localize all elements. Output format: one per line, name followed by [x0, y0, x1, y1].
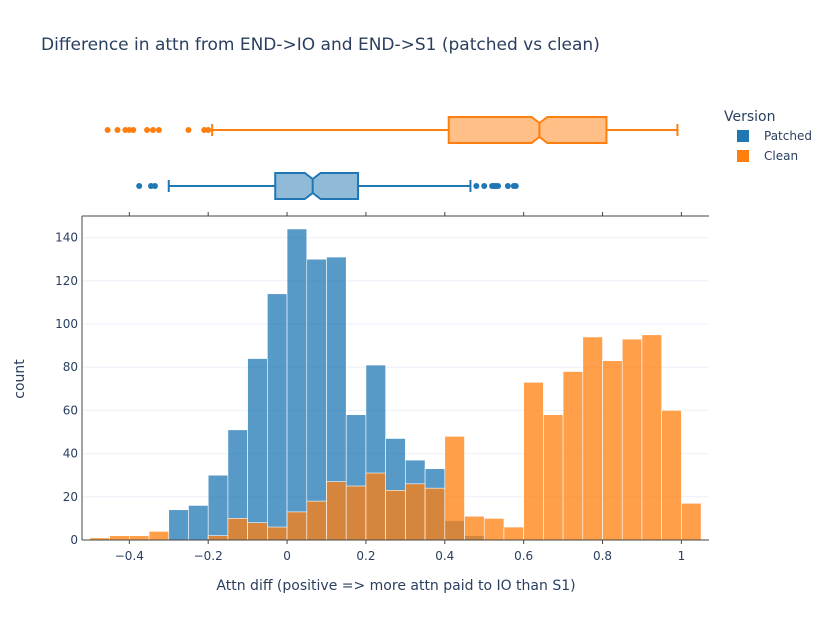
histogram-bar-clean	[227, 518, 248, 541]
outlier-point	[481, 183, 488, 189]
box-clean	[447, 116, 608, 144]
outlier-point	[205, 127, 212, 133]
histogram-bar-clean	[345, 485, 367, 541]
x-tick-label: 0	[283, 549, 291, 563]
outlier-point	[155, 127, 162, 133]
y-tick-label: 20	[63, 490, 78, 504]
box-patched	[274, 172, 360, 200]
histogram-bar-clean	[562, 371, 584, 541]
histogram-bar-patched	[286, 228, 308, 541]
axes: 0 20 40 60 80 100 120 140 −0.4 −0.2 0 0.2 0.4 0.6 0.8 1	[55, 212, 709, 563]
outlier-point	[151, 183, 158, 189]
outlier-point	[136, 183, 143, 189]
y-tick-label: 80	[63, 360, 78, 374]
x-tick-label: −0.4	[115, 549, 144, 563]
y-tick-label: 0	[70, 533, 78, 547]
histogram-bars	[89, 228, 702, 541]
histogram-bar-clean	[641, 334, 662, 541]
y-tick-label: 40	[63, 447, 78, 461]
outlier-point	[185, 127, 192, 133]
histogram-bar-clean	[543, 414, 564, 541]
outlier-point	[114, 127, 121, 133]
histogram-bar-clean	[503, 526, 524, 541]
histogram-bar-clean	[247, 522, 268, 541]
histogram-bar-clean	[109, 535, 130, 541]
legend-swatch	[737, 150, 749, 162]
histogram-bar-clean	[207, 535, 229, 541]
legend-item-patched[interactable]: Patched	[737, 129, 812, 143]
histogram-bar-clean	[267, 526, 288, 541]
outlier-point	[149, 127, 156, 133]
y-tick-label: 140	[55, 231, 78, 245]
legend-label: Clean	[764, 149, 798, 163]
x-tick-label: 0.2	[356, 549, 375, 563]
histogram-bar-patched	[168, 509, 189, 541]
histogram-bar-clean	[621, 338, 643, 541]
legend-title: Version	[724, 109, 775, 125]
histogram-bar-clean	[464, 515, 485, 541]
y-tick-label: 100	[55, 317, 78, 331]
histogram-bar-clean	[148, 531, 170, 541]
histogram-bar-clean	[385, 490, 406, 541]
histogram-bar-patched	[306, 258, 327, 541]
histogram-bar-patched	[247, 358, 268, 541]
histogram-bar-clean	[681, 502, 702, 541]
outlier-point	[495, 183, 502, 189]
legend[interactable]: Version Patched Clean	[724, 109, 812, 163]
histogram-bar-clean	[582, 336, 603, 541]
y-tick-label: 60	[63, 403, 78, 417]
outlier-point	[512, 183, 519, 189]
histogram-bar-patched	[267, 293, 288, 541]
boxplot-patched	[136, 172, 519, 200]
x-tick-label: 0.6	[514, 549, 533, 563]
histogram-bar-clean	[326, 481, 347, 541]
chart-title: Difference in attn from END->IO and END-…	[41, 35, 600, 55]
histogram-bar-patched	[188, 505, 209, 541]
outlier-point	[504, 183, 511, 189]
histogram-bar-clean	[483, 518, 505, 541]
outlier-point	[144, 127, 151, 133]
outlier-point	[130, 127, 137, 133]
legend-swatch	[737, 130, 749, 142]
histogram-bar-clean	[405, 483, 426, 541]
histogram-bar-patched	[207, 474, 229, 541]
legend-label: Patched	[764, 129, 812, 143]
x-tick-label: 0.4	[435, 549, 454, 563]
x-axis-title: Attn diff (positive => more attn paid to…	[216, 578, 575, 594]
histogram-bar-clean	[444, 436, 465, 541]
histogram-bar-clean	[602, 360, 623, 541]
y-axis-title: count	[12, 359, 28, 399]
marginal-boxplots	[104, 116, 679, 200]
histogram-bar-clean	[424, 487, 446, 541]
histogram-bar-clean	[306, 500, 327, 541]
histogram-bar-clean	[661, 410, 682, 541]
outlier-point	[104, 127, 111, 133]
x-tick-label: 1	[678, 549, 686, 563]
x-tick-label: 0.8	[593, 549, 612, 563]
histogram-bar-clean	[286, 511, 308, 541]
x-tick-label: −0.2	[194, 549, 223, 563]
legend-item-clean[interactable]: Clean	[737, 149, 798, 163]
histogram-bar-clean	[523, 382, 544, 541]
boxplot-clean	[104, 116, 679, 144]
histogram-bar-clean	[365, 472, 386, 541]
y-tick-label: 120	[55, 274, 78, 288]
outlier-point	[473, 183, 480, 189]
histogram-bar-clean	[129, 535, 150, 541]
